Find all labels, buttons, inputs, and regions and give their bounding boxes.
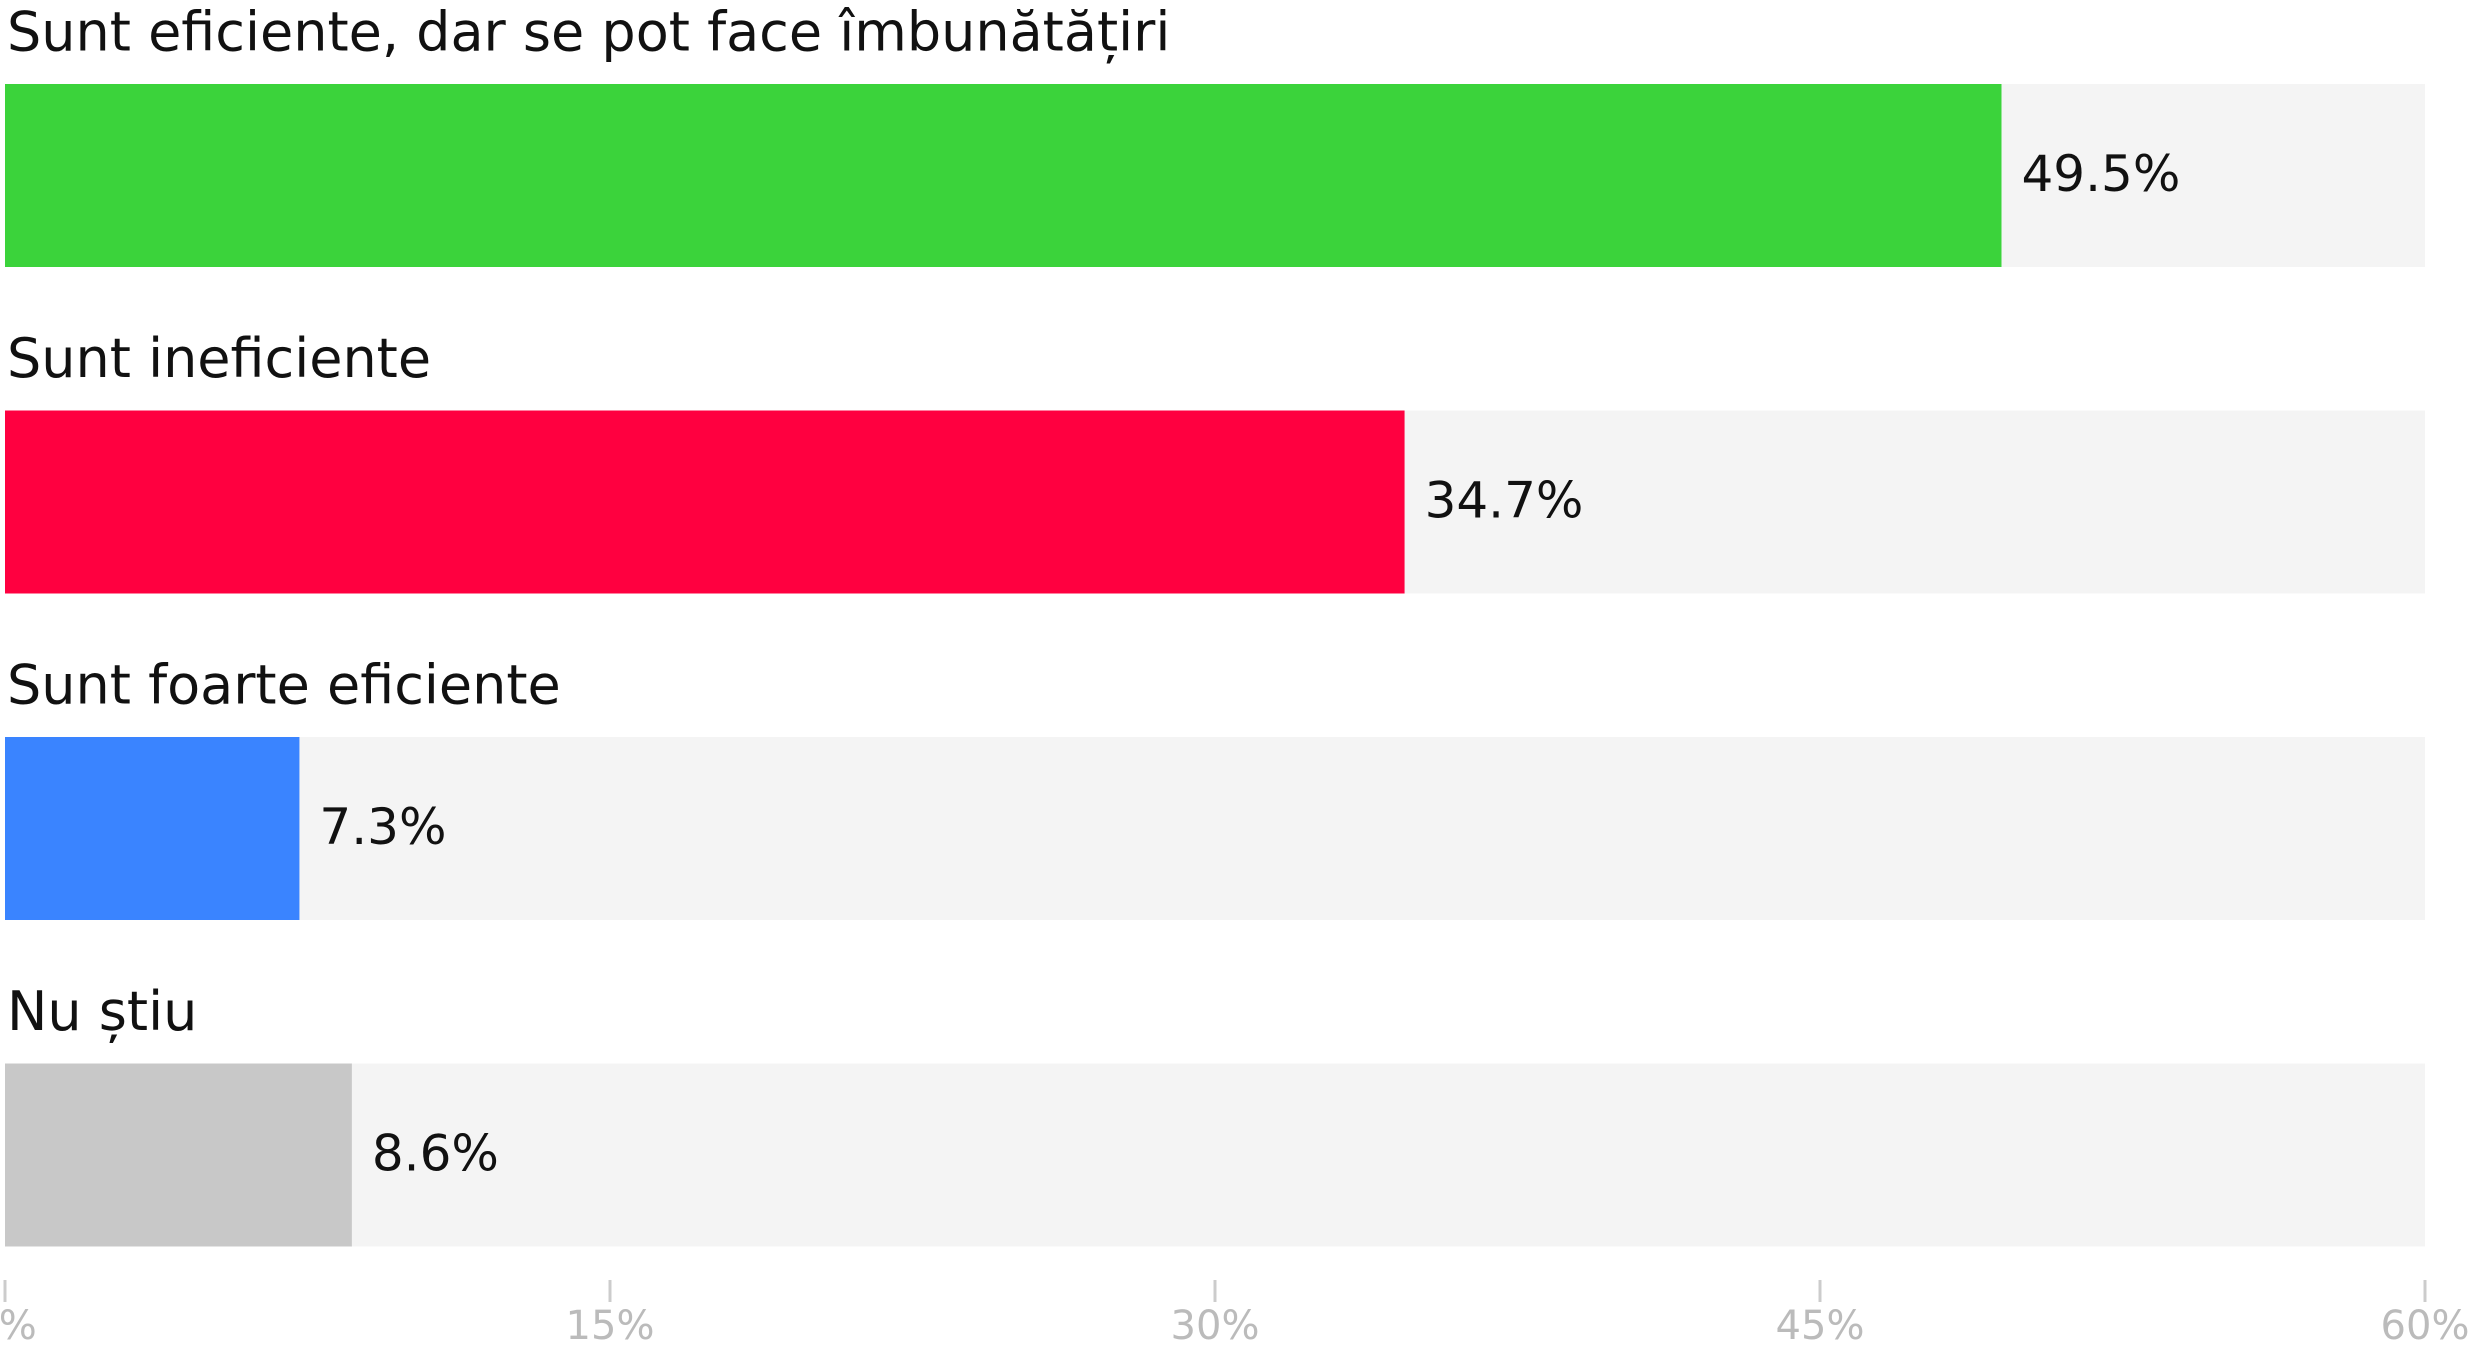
- category-label: Sunt ineficiente: [7, 327, 431, 390]
- x-tick-label: 0%: [0, 1303, 37, 1349]
- value-label: 7.3%: [319, 798, 446, 856]
- x-tick-label: 45%: [1776, 1303, 1865, 1349]
- bar-track: [5, 1063, 2425, 1247]
- value-label: 8.6%: [372, 1125, 499, 1183]
- bar: [5, 1063, 352, 1247]
- bar: [5, 410, 1405, 594]
- bar: [5, 737, 300, 920]
- x-tick-label: 15%: [566, 1303, 655, 1349]
- category-label: Sunt foarte eficiente: [7, 654, 561, 717]
- x-tick-label: 30%: [1171, 1303, 1260, 1349]
- category-label: Nu știu: [7, 980, 197, 1044]
- bar: [5, 84, 2002, 267]
- bar-track: [5, 737, 2425, 920]
- value-label: 49.5%: [2022, 145, 2181, 203]
- value-label: 34.7%: [1425, 472, 1584, 530]
- x-tick-label: 60%: [2381, 1303, 2470, 1349]
- category-label: Sunt eficiente, dar se pot face îmbunătă…: [7, 1, 1170, 64]
